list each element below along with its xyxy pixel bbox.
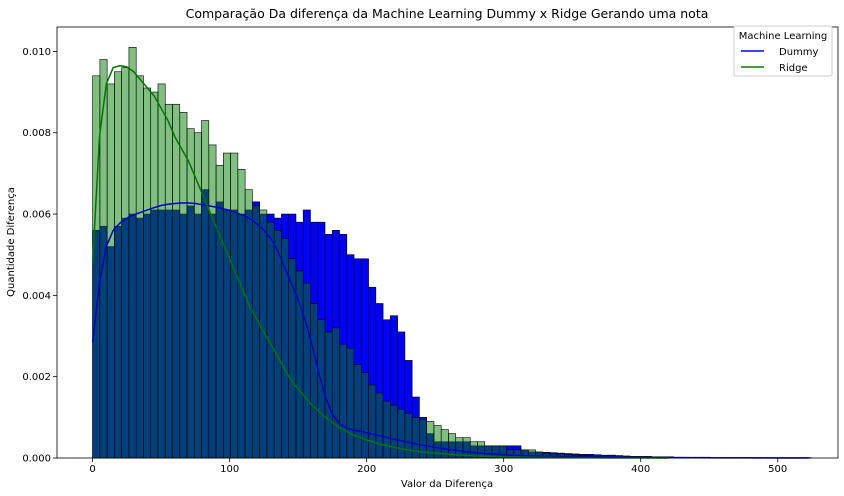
- chart-title: Comparação Da diferença da Machine Learn…: [186, 6, 709, 21]
- x-tick-label: 0: [89, 464, 95, 475]
- ridge-bar: [361, 372, 369, 459]
- ridge-bar: [273, 230, 282, 459]
- kde-lines: [91, 64, 810, 459]
- ridge-bar: [135, 75, 144, 459]
- ridge-bar: [331, 327, 340, 459]
- ridge-bar: [324, 331, 333, 459]
- ridge-bar: [397, 408, 406, 459]
- ridge-bar: [382, 400, 391, 459]
- ridge-bar: [128, 47, 137, 459]
- x-tick-label: 200: [357, 464, 376, 475]
- ridge-bar: [353, 364, 362, 459]
- ridge-bar: [288, 258, 297, 459]
- ridge-bar: [186, 128, 195, 459]
- ridge-bar: [208, 144, 217, 459]
- x-axis-label: Valor da Diferença: [401, 479, 493, 490]
- ridge-bar: [172, 103, 181, 459]
- ridge-bar: [252, 205, 260, 459]
- y-tick-label: 0.002: [22, 372, 51, 383]
- y-tick-label: 0.010: [22, 47, 51, 58]
- ridge-bar: [281, 238, 289, 459]
- ridge-bar: [244, 189, 253, 459]
- x-tick-label: 100: [220, 464, 239, 475]
- ridge-bar: [179, 112, 188, 459]
- ridge-bar: [157, 83, 166, 459]
- y-axis-ticks: 0.000 0.002 0.004 0.006 0.008 0.010: [22, 47, 57, 465]
- plot-area: [56, 26, 839, 459]
- plot-frame: [56, 26, 839, 459]
- x-tick-label: 300: [494, 464, 513, 475]
- ridge-bar: [121, 67, 130, 459]
- legend-title: Machine Learning: [739, 31, 827, 42]
- y-tick-label: 0.000: [22, 454, 51, 465]
- ridge-bar: [223, 152, 231, 459]
- ridge-bar: [92, 75, 101, 459]
- ridge-bar: [302, 282, 311, 459]
- x-tick-label: 400: [631, 464, 650, 475]
- ridge-bar: [390, 404, 398, 459]
- y-tick-label: 0.006: [22, 210, 51, 221]
- ridge-bar: [295, 270, 304, 459]
- x-axis-ticks: 0 100 200 300 400 500: [89, 458, 787, 475]
- ridge-kde-line: [91, 64, 669, 459]
- ridge-bar: [346, 347, 355, 459]
- ridge-bar: [404, 412, 413, 459]
- ridge-bar: [310, 303, 319, 459]
- ridge-bar: [237, 169, 246, 459]
- legend-box: [733, 25, 833, 77]
- ridge-bar: [368, 384, 377, 459]
- legend-label-ridge: Ridge: [779, 63, 808, 74]
- legend-label-dummy: Dummy: [779, 47, 819, 58]
- ridge-bar: [114, 71, 122, 459]
- ridge-bar: [193, 132, 202, 459]
- ridge-bar: [201, 120, 210, 459]
- ridge-bar: [143, 87, 152, 459]
- y-tick-label: 0.004: [22, 291, 51, 302]
- dummy-kde-line: [91, 202, 810, 459]
- y-axis-label: Quantidade Diferença: [6, 187, 17, 297]
- ridge-bar: [230, 152, 239, 459]
- legend: Machine Learning Dummy Ridge: [733, 25, 833, 77]
- ridge-bar: [106, 83, 115, 459]
- y-tick-label: 0.008: [22, 128, 51, 139]
- ridge-bar: [339, 343, 348, 459]
- ridge-bar: [375, 392, 384, 459]
- ridge-bar: [164, 103, 173, 459]
- x-tick-label: 500: [768, 464, 787, 475]
- ridge-bar: [150, 91, 159, 459]
